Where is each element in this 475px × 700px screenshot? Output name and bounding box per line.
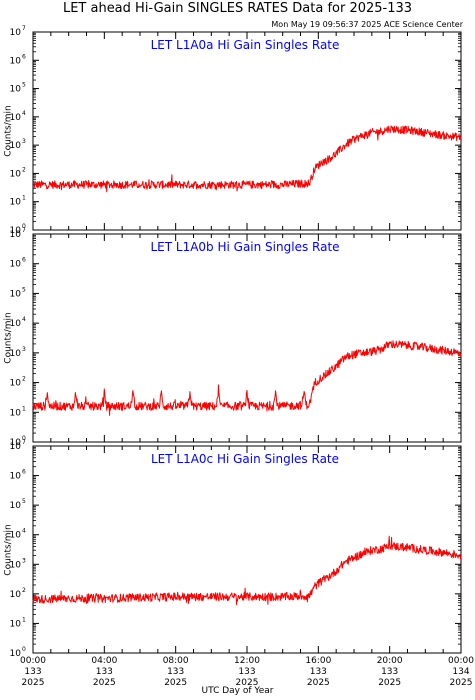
- y-tick-exponent: 2: [22, 587, 26, 594]
- x-tick-year: 2025: [93, 678, 116, 688]
- y-tick-exponent: 1: [22, 195, 26, 202]
- y-tick-exponent: 1: [22, 405, 26, 412]
- y-tick-label: 10: [10, 649, 22, 659]
- y-tick-label: 10: [10, 531, 22, 541]
- panel-label: LET L1A0b Hi Gain Singles Rate: [150, 240, 339, 254]
- x-tick-time: 20:00: [377, 656, 403, 666]
- y-tick-label: 10: [10, 319, 22, 329]
- y-tick-label: 10: [10, 442, 22, 452]
- y-tick-exponent: 0: [22, 435, 26, 442]
- y-tick-label: 10: [10, 85, 22, 95]
- y-tick-label: 10: [10, 141, 22, 151]
- y-tick-exponent: 2: [22, 376, 26, 383]
- rate-series-line: [32, 340, 462, 416]
- x-tick-year: 2025: [236, 678, 259, 688]
- x-tick-doy: 133: [24, 667, 41, 677]
- y-tick-label: 10: [10, 169, 22, 179]
- x-tick-time: 12:00: [234, 656, 260, 666]
- rate-series-line: [32, 125, 462, 193]
- x-tick-doy: 133: [96, 667, 113, 677]
- y-tick-label: 10: [10, 260, 22, 270]
- y-tick-exponent: 5: [22, 286, 26, 293]
- y-tick-exponent: 5: [22, 82, 26, 89]
- x-tick-doy: 133: [310, 667, 327, 677]
- y-tick-exponent: 4: [22, 528, 26, 535]
- y-tick-label: 10: [10, 56, 22, 66]
- y-tick-exponent: 2: [22, 166, 26, 173]
- y-tick-exponent: 6: [22, 53, 26, 60]
- panel-frame: [32, 233, 462, 443]
- y-tick-label: 10: [10, 230, 22, 240]
- y-tick-label: 10: [10, 113, 22, 123]
- y-tick-exponent: 7: [22, 227, 26, 234]
- x-axis-title: UTC Day of Year: [201, 686, 274, 696]
- rate-series-line: [32, 535, 462, 605]
- y-tick-label: 10: [10, 289, 22, 299]
- y-tick-exponent: 7: [22, 439, 26, 446]
- x-tick-doy: 133: [238, 667, 255, 677]
- y-tick-label: 10: [10, 501, 22, 511]
- x-tick-year: 2025: [450, 678, 473, 688]
- y-tick-exponent: 7: [22, 25, 26, 32]
- y-tick-exponent: 1: [22, 616, 26, 623]
- y-tick-label: 10: [10, 590, 22, 600]
- y-tick-label: 10: [10, 472, 22, 482]
- y-tick-exponent: 0: [22, 223, 26, 230]
- y-tick-label: 10: [10, 379, 22, 389]
- y-tick-label: 10: [10, 438, 22, 448]
- panel-label: LET L1A0a Hi Gain Singles Rate: [151, 38, 340, 52]
- page-title: LET ahead Hi-Gain SINGLES RATES Data for…: [62, 1, 413, 16]
- y-tick-exponent: 6: [22, 257, 26, 264]
- x-tick-time: 04:00: [91, 656, 117, 666]
- x-tick-doy: 133: [167, 667, 184, 677]
- y-tick-exponent: 0: [22, 646, 26, 653]
- generation-timestamp: Mon May 19 09:56:37 2025 ACE Science Cen…: [271, 20, 463, 29]
- x-tick-year: 2025: [307, 678, 330, 688]
- y-tick-exponent: 4: [22, 316, 26, 323]
- y-tick-label: 10: [10, 619, 22, 629]
- y-tick-exponent: 5: [22, 498, 26, 505]
- y-tick-label: 10: [10, 226, 22, 236]
- x-tick-doy: 134: [452, 667, 469, 677]
- y-tick-exponent: 3: [22, 557, 26, 564]
- x-tick-year: 2025: [378, 678, 401, 688]
- x-tick-time: 00:00: [448, 656, 474, 666]
- y-tick-label: 10: [10, 28, 22, 38]
- y-tick-exponent: 4: [22, 110, 26, 117]
- y-tick-label: 10: [10, 560, 22, 570]
- x-tick-time: 08:00: [163, 656, 189, 666]
- x-tick-year: 2025: [22, 678, 45, 688]
- x-tick-doy: 133: [381, 667, 398, 677]
- y-tick-exponent: 3: [22, 138, 26, 145]
- x-tick-time: 16:00: [305, 656, 331, 666]
- y-tick-label: 10: [10, 408, 22, 418]
- panel-label: LET L1A0c Hi Gain Singles Rate: [151, 452, 339, 466]
- x-tick-year: 2025: [164, 678, 187, 688]
- y-tick-label: 10: [10, 198, 22, 208]
- y-tick-exponent: 3: [22, 346, 26, 353]
- y-tick-exponent: 6: [22, 469, 26, 476]
- x-tick-time: 00:00: [20, 656, 46, 666]
- y-tick-label: 10: [10, 349, 22, 359]
